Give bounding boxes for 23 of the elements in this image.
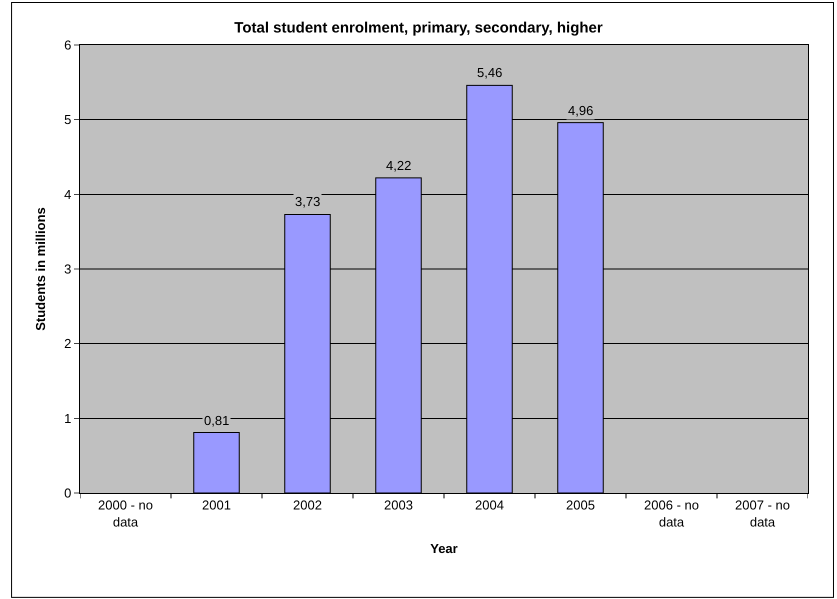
data-label: 4,22 (386, 158, 412, 173)
data-label: 3,73 (295, 194, 320, 209)
y-tick-label: 0 (64, 486, 72, 501)
x-tick-label: 2004 (475, 498, 504, 513)
y-tick-label: 2 (64, 336, 72, 352)
data-label: 5,46 (477, 65, 502, 80)
chart-title: Total student enrolment, primary, secondary, higher (234, 20, 603, 37)
data-label: 0,81 (204, 413, 230, 428)
y-tick-label: 4 (64, 186, 72, 202)
x-tick-label: 2001 (202, 498, 231, 513)
x-axis-title: Year (430, 541, 458, 556)
y-tick-label: 5 (64, 112, 72, 128)
x-tick-label: 2007 - no data (735, 498, 790, 530)
x-tick-label: 2005 (566, 498, 595, 513)
x-tick-label: 2002 (293, 498, 322, 513)
y-tick-label: 6 (64, 38, 72, 53)
y-tick-label: 1 (64, 410, 72, 426)
x-tick-label: 2006 - no data (644, 498, 699, 530)
y-axis-title: Students in millions (33, 207, 48, 331)
x-tick-label: 2003 (384, 498, 413, 513)
x-tick-label: 2000 - no data (98, 498, 153, 530)
y-tick-label: 3 (64, 262, 72, 277)
data-label: 4,96 (568, 103, 594, 118)
